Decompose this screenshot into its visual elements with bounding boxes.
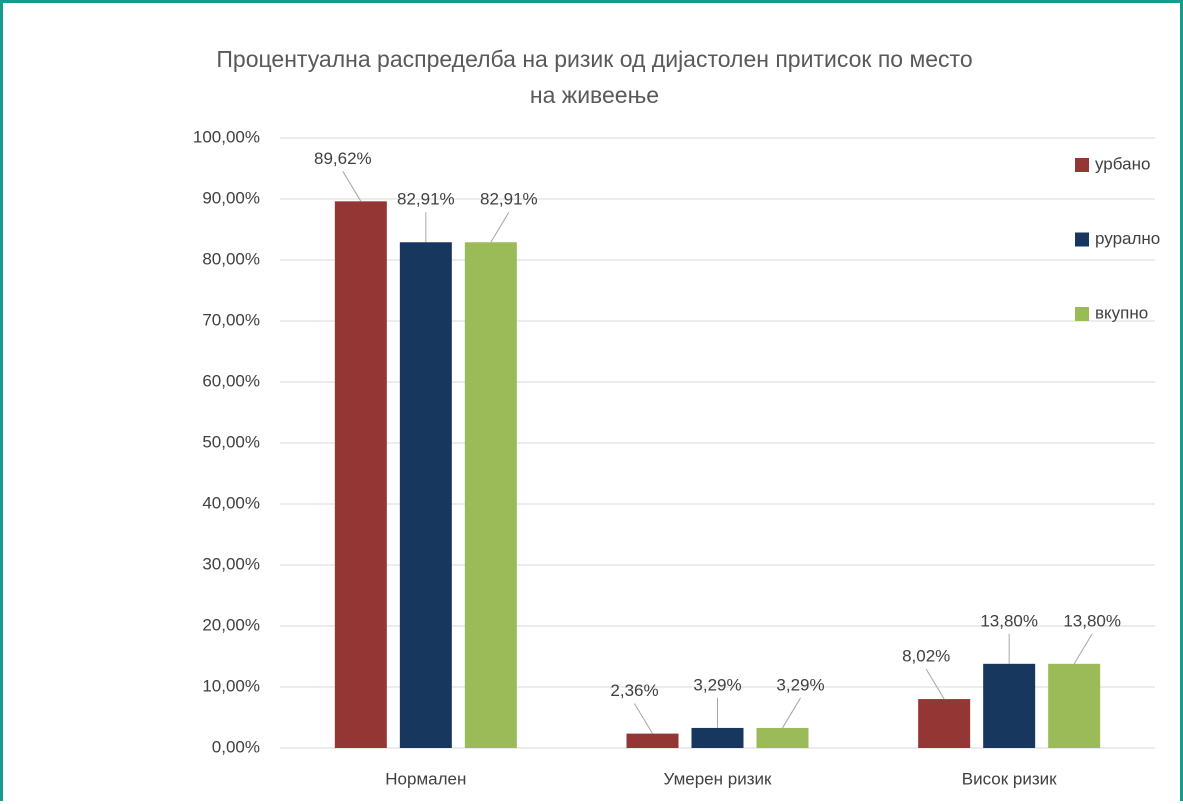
x-tick-label: Висок ризик <box>962 769 1057 788</box>
data-label: 89,62% <box>314 149 372 168</box>
y-tick-label: 80,00% <box>202 249 260 268</box>
data-label: 82,91% <box>480 190 538 209</box>
y-tick-label: 50,00% <box>202 432 260 451</box>
y-tick-label: 90,00% <box>202 188 260 207</box>
legend-label: урбано <box>1095 154 1150 173</box>
data-label: 2,36% <box>610 681 658 700</box>
legend-label: рурално <box>1095 229 1160 248</box>
data-label: 3,29% <box>693 675 741 694</box>
y-tick-label: 70,00% <box>202 310 260 329</box>
bar <box>334 201 387 748</box>
data-label: 13,80% <box>1063 611 1121 630</box>
leader-line <box>490 211 510 243</box>
x-tick-label: Нормален <box>385 769 466 788</box>
leader-line <box>1073 633 1093 665</box>
bar <box>983 663 1036 748</box>
y-tick-label: 60,00% <box>202 371 260 390</box>
data-label: 3,29% <box>776 675 824 694</box>
legend-swatch <box>1075 232 1089 247</box>
legend-swatch <box>1075 307 1089 321</box>
bar <box>1048 663 1101 748</box>
bar <box>918 699 971 748</box>
bar <box>626 733 679 748</box>
y-tick-label: 10,00% <box>202 676 260 695</box>
bar <box>464 242 517 748</box>
data-label: 8,02% <box>902 647 950 666</box>
leader-line <box>342 171 362 202</box>
bar <box>399 242 452 748</box>
chart: 0,00% 10,00% 20,00% 30,00% 40,00% 50,00% 60,00… <box>193 127 1160 788</box>
chart-title: Процентуална распределба на ризик од диј… <box>216 46 973 108</box>
leader-line <box>634 703 653 734</box>
leader-line <box>925 668 945 700</box>
data-label: 13,80% <box>980 611 1038 630</box>
legend-swatch <box>1075 158 1089 172</box>
legend-label: вкупно <box>1095 303 1148 322</box>
y-tick-label: 0,00% <box>212 737 260 756</box>
bar <box>756 727 809 748</box>
y-tick-label: 100,00% <box>193 127 260 146</box>
leader-line <box>782 697 801 729</box>
x-tick-label: Умерен ризик <box>664 769 772 788</box>
data-label: 82,91% <box>397 190 455 209</box>
bar <box>691 727 744 748</box>
y-tick-label: 20,00% <box>202 615 260 634</box>
y-tick-label: 30,00% <box>202 554 260 573</box>
y-tick-label: 40,00% <box>202 493 260 512</box>
